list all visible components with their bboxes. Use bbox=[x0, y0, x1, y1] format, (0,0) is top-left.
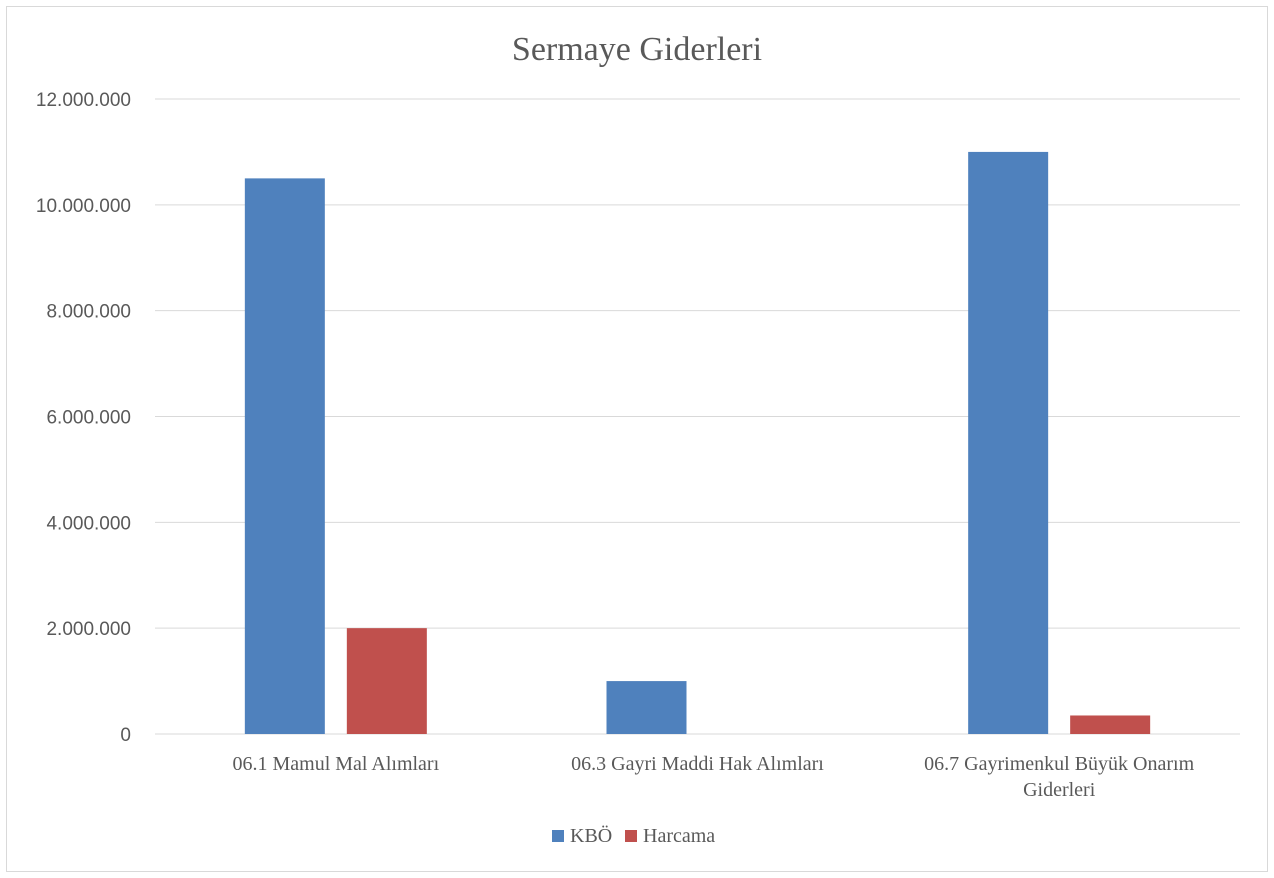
legend-label: Harcama bbox=[643, 825, 715, 847]
bar bbox=[346, 628, 427, 734]
y-tick-label: 12.000.000 bbox=[36, 90, 131, 111]
x-tick-label-line: 06.1 Mamul Mal Alımları bbox=[233, 753, 440, 775]
x-axis-ticks: 06.1 Mamul Mal Alımları 06.3 Gayri Maddi … bbox=[233, 753, 1195, 801]
y-tick-label: 0 bbox=[120, 725, 131, 746]
bar bbox=[968, 151, 1049, 734]
y-tick-label: 4.000.000 bbox=[46, 513, 131, 534]
legend-swatch bbox=[625, 830, 637, 842]
x-tick-label: 06.7 Gayrimenkul Büyük Onarım Giderleri bbox=[924, 753, 1194, 801]
x-tick-label: 06.1 Mamul Mal Alımları bbox=[233, 753, 440, 775]
x-tick-label-line: 06.3 Gayri Maddi Hak Alımları bbox=[571, 753, 824, 775]
bar bbox=[606, 681, 687, 734]
gridlines bbox=[155, 98, 1240, 735]
x-tick-label-line: Giderleri bbox=[1023, 779, 1096, 801]
y-axis-ticks: 0 2.000.000 4.000.000 6.000.000 8.000.000 10.… bbox=[36, 90, 131, 746]
y-tick-label: 2.000.000 bbox=[46, 619, 131, 640]
y-tick-label: 8.000.000 bbox=[46, 302, 131, 323]
legend-swatch bbox=[552, 830, 564, 842]
chart-title: Sermaye Giderleri bbox=[512, 31, 762, 68]
bar bbox=[1070, 715, 1151, 734]
legend-label: KBÖ bbox=[570, 824, 612, 847]
y-tick-label: 6.000.000 bbox=[46, 408, 131, 429]
legend: KBÖ Harcama bbox=[552, 824, 715, 847]
y-tick-label: 10.000.000 bbox=[36, 196, 131, 217]
x-tick-label-line: 06.7 Gayrimenkul Büyük Onarım bbox=[924, 753, 1194, 775]
x-tick-label: 06.3 Gayri Maddi Hak Alımları bbox=[571, 753, 824, 775]
bar bbox=[244, 178, 325, 734]
bars bbox=[244, 151, 1151, 734]
